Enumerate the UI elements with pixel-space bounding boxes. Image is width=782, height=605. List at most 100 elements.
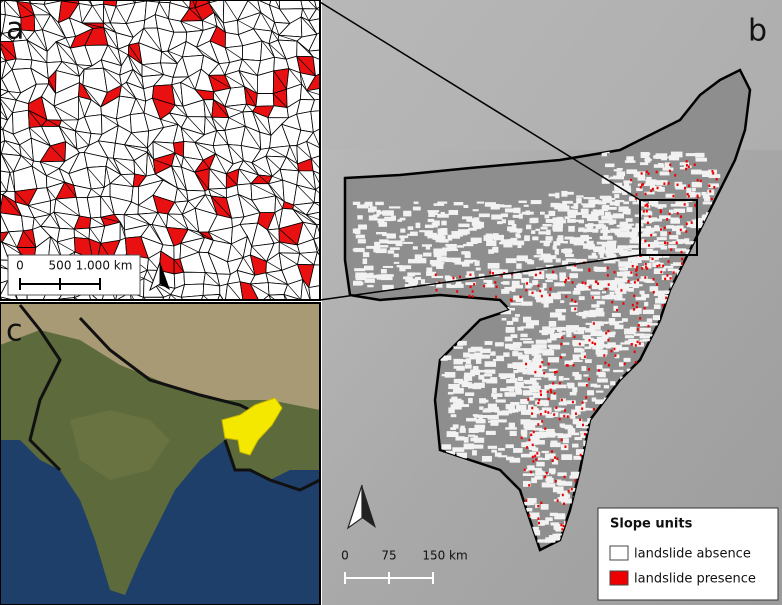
presence-unit [683,203,686,206]
absence-unit [503,352,510,357]
absence-unit [619,362,624,367]
presence-unit [552,382,555,385]
presence-unit [655,170,658,174]
unit-edge [311,158,320,170]
unit-edge [160,118,179,125]
absence-unit [540,432,547,438]
absence-unit [437,239,448,242]
absence-unit [510,378,518,384]
absence-unit [622,275,627,282]
absence-unit [474,225,482,230]
unit-edge [189,8,203,21]
absence-unit [603,257,609,261]
presence-unit [656,283,659,286]
absence-unit [642,309,655,315]
presence-unit [658,264,661,267]
presence-unit [635,273,638,277]
absence-unit [431,275,444,279]
absence-unit [609,321,620,326]
unit-edge [16,1,35,16]
presence-unit [647,172,650,175]
absence-unit [531,230,536,234]
absence-unit [557,490,569,494]
absence-unit [517,326,524,331]
absence-unit [583,399,588,403]
slope-unit [310,98,320,112]
presence-unit [641,183,644,187]
slope-unit [73,227,91,240]
unit-edge [316,224,320,236]
absence-unit [607,235,613,239]
unit-edge [8,231,18,248]
slope-unit [312,56,320,77]
presence-unit [532,430,535,434]
presence-unit [562,502,565,506]
absence-unit [509,430,517,437]
slope-unit [312,170,320,191]
absence-unit [424,224,434,229]
absence-unit [628,196,637,202]
presence-unit [581,281,584,284]
unit-edge [173,259,185,273]
absence-unit [616,271,623,277]
absence-unit [380,274,393,281]
absence-unit [587,216,599,222]
absence-unit [476,201,485,204]
absence-unit [613,169,622,172]
absence-unit [382,284,394,291]
presence-unit [635,305,638,309]
absence-unit [456,452,468,459]
absence-unit [530,377,537,382]
presence-unit [489,271,492,274]
absence-unit [548,193,556,197]
slope-unit [308,285,320,300]
unit-edge [3,0,22,19]
absence-unit [408,279,414,283]
absence-unit [638,210,651,215]
absence-unit [461,381,472,388]
absence-unit [529,218,537,224]
presence-unit [696,178,699,182]
presence-unit [456,290,459,293]
unit-edge [158,2,169,19]
presence-unit [642,183,645,186]
presence-unit [588,286,591,289]
absence-unit [607,342,616,348]
presence-unit [544,427,547,430]
absence-unit [548,210,556,217]
absence-unit [516,263,522,269]
presence-unit [648,215,651,218]
absence-unit [522,272,530,275]
absence-unit [572,354,580,361]
absence-unit [428,211,436,217]
absence-unit [535,503,540,508]
absence-unit [554,248,559,255]
absence-unit [593,248,602,252]
absence-unit [634,236,642,242]
unit-edge [2,241,22,255]
absence-unit [554,282,565,287]
presence-unit [669,163,672,167]
absence-unit [498,204,505,208]
absence-unit [451,231,463,237]
absence-unit [629,309,639,315]
absence-unit [583,374,589,377]
absence-unit [644,262,652,269]
absence-unit [663,265,674,269]
absence-unit [508,408,519,413]
absence-unit [669,235,679,240]
absence-unit [592,325,601,330]
unit-edge [105,166,111,184]
slope-unit [183,271,206,286]
absence-unit [414,254,423,261]
unit-edge [147,147,154,160]
presence-unit [650,233,653,237]
absence-unit [656,180,667,186]
presence-unit [644,204,647,207]
absence-unit [358,224,367,230]
presence-unit [638,342,641,345]
presence-unit [607,364,610,367]
absence-unit [532,236,539,241]
panel-label: b [748,14,767,49]
absence-unit [567,428,576,434]
